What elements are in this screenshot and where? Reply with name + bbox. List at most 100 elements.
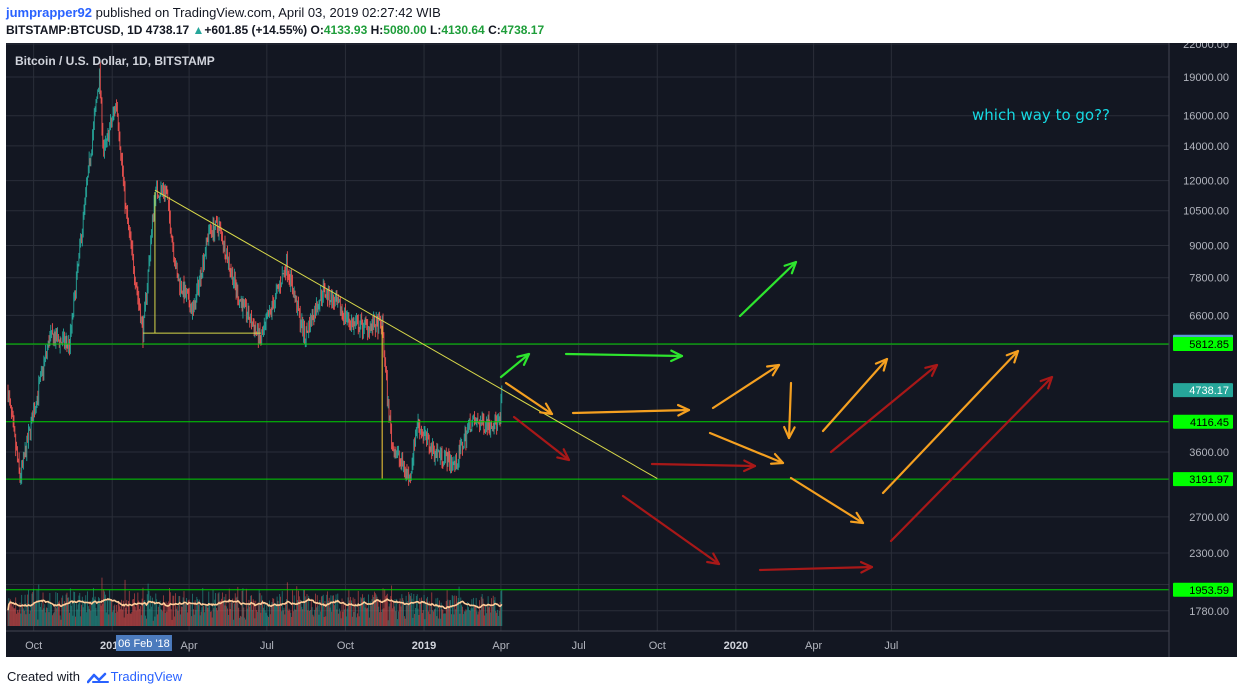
open-label: O:: [310, 23, 324, 37]
volume-ma-line: [7, 597, 503, 611]
x-axis-labels: Oct 2018 Apr Jul Oct 2019 Apr Jul Oct 2020 Apr Jul0…: [25, 635, 898, 652]
y-axis-labels: 22000.00 19000.00 16000.00 14000.00 12000.00…: [1173, 43, 1233, 618]
red-arrow: [650, 462, 757, 468]
open-value: 4133.93: [323, 23, 368, 37]
green-arrow: [499, 352, 531, 379]
ohlc-line: BITSTAMP:BTCUSD, 1D 4738.17 ▲+601.85 (+1…: [6, 23, 544, 37]
orange-arrow: [821, 357, 889, 433]
red-arrow-head: [556, 448, 571, 462]
projection-arrows: [499, 260, 1054, 574]
red-arrow-head: [1039, 375, 1054, 390]
green-arrow: [564, 352, 684, 358]
chart-title: Bitcoin / U.S. Dollar, 1D, BITSTAMP: [15, 54, 215, 68]
tradingview-logo-icon: [86, 672, 109, 683]
x-tick-label: Apr: [805, 640, 822, 652]
x-tick-label: Apr: [181, 640, 198, 652]
x-tick-label: Oct: [25, 640, 42, 652]
red-arrow-head: [924, 363, 939, 377]
crosshair-date-badge: [115, 635, 172, 651]
y-tick-label: 7800.00: [1189, 273, 1229, 285]
orange-arrow: [708, 431, 785, 465]
y-tick-label: 3600.00: [1189, 447, 1229, 459]
red-arrow: [512, 415, 571, 462]
y-tick-label: 14000.00: [1183, 141, 1229, 153]
symbol-label: BITSTAMP:BTCUSD, 1D: [6, 23, 143, 37]
annotation-text: which way to go??: [972, 106, 1110, 124]
price-label-text: 4738.17: [1189, 385, 1229, 397]
price-label-badge: [1173, 336, 1233, 351]
green-arrow-head: [670, 349, 684, 363]
orange-arrow: [571, 408, 691, 415]
up-triangle-icon: ▲: [192, 23, 205, 37]
price-label-badge: [1173, 383, 1233, 398]
high-label: H:: [370, 23, 384, 37]
crosshair-date-text: 06 Feb '18: [118, 638, 170, 650]
close-value: 4738.17: [500, 23, 545, 37]
orange-arrow-head: [769, 452, 785, 465]
y-tick-label: 16000.00: [1183, 111, 1229, 123]
orange-arrow-head: [676, 403, 691, 417]
y-tick-label: 2700.00: [1189, 512, 1229, 524]
publish-line: jumprapper92 published on TradingView.co…: [6, 5, 441, 20]
price-label-text: 5812.85: [1189, 339, 1229, 351]
orange-arrow: [504, 381, 554, 416]
y-tick-label: 10500.00: [1183, 206, 1229, 218]
chart-background: [6, 43, 1237, 657]
green-arrow-head: [516, 352, 531, 366]
orange-arrow: [789, 476, 865, 525]
y-tick-label: 19000.00: [1183, 72, 1229, 84]
orange-arrow: [881, 349, 1020, 495]
y-tick-label: 9000.00: [1189, 240, 1229, 252]
red-arrow-head: [742, 459, 757, 473]
red-arrow: [829, 363, 939, 454]
red-arrow: [621, 494, 721, 566]
price-label-badge: [1173, 414, 1233, 429]
volume-bars: [7, 577, 503, 626]
y-tick-label: 2300.00: [1189, 548, 1229, 560]
green-arrow: [738, 260, 798, 318]
y-tick-label: 6600.00: [1189, 310, 1229, 322]
x-tick-label: Jul: [572, 640, 586, 652]
orange-arrow-head: [849, 511, 865, 525]
red-arrow-head: [859, 560, 874, 574]
trend-line: [154, 189, 658, 479]
low-label: L:: [430, 23, 442, 37]
orange-arrow-head: [1005, 349, 1020, 364]
price-label-text: 4116.45: [1190, 417, 1229, 429]
candlesticks: [7, 61, 503, 486]
x-tick-label: 2020: [724, 640, 748, 652]
high-value: 5080.00: [383, 23, 427, 37]
x-tick-label: Oct: [649, 640, 666, 652]
chart-header: jumprapper92 published on TradingView.co…: [0, 0, 1243, 42]
price-label-badge: [1173, 582, 1233, 597]
created-with[interactable]: Created with TradingView: [7, 669, 182, 684]
x-tick-label: Apr: [492, 640, 509, 652]
price-label-text: 1953.59: [1189, 585, 1229, 597]
close-label: C:: [488, 23, 501, 37]
red-arrow-head: [706, 552, 721, 566]
y-tick-label: 1780.00: [1189, 606, 1229, 618]
x-tick-label: Jul: [884, 640, 898, 652]
price-label-text: 3191.97: [1189, 474, 1229, 486]
x-tick-label: 2019: [412, 640, 436, 652]
x-tick-label: Oct: [337, 640, 354, 652]
orange-arrow-head: [539, 402, 554, 416]
published-text: published on TradingView.com, April 03, …: [95, 5, 441, 20]
orange-arrow: [711, 363, 781, 410]
author-link[interactable]: jumprapper92: [6, 5, 92, 20]
orange-arrow: [787, 381, 793, 440]
orange-arrow-head: [765, 363, 781, 377]
tradingview-brand: TradingView: [110, 669, 183, 684]
last-price: 4738.17: [145, 23, 190, 37]
orange-arrow-head: [783, 425, 796, 440]
price-chart[interactable]: 22000.00 19000.00 16000.00 14000.00 12000.00…: [6, 43, 1237, 657]
y-tick-label: 22000.00: [1183, 43, 1229, 51]
red-arrow: [889, 375, 1054, 543]
price-label-badge: [1173, 472, 1233, 487]
x-tick-label: Jul: [260, 640, 274, 652]
low-value: 4130.64: [441, 23, 485, 37]
chart-footer: Created with TradingView: [0, 662, 1243, 693]
price-change: +601.85 (+14.55%): [204, 23, 308, 37]
created-with-label: Created with: [7, 669, 80, 684]
drawings: [6, 189, 1169, 591]
